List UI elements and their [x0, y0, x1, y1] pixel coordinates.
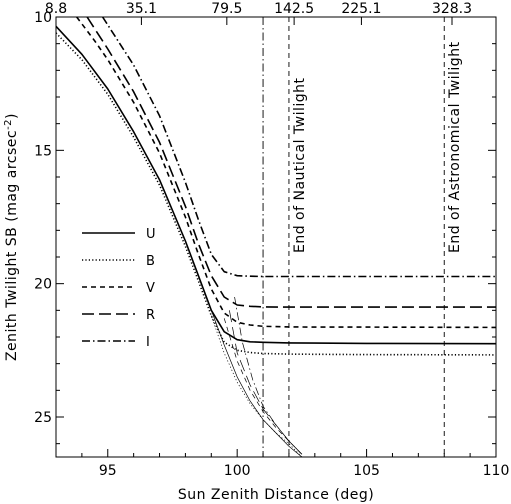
series-line-R [86, 17, 496, 308]
top-tick-label: 225.1 [341, 1, 381, 17]
x-tick-label: 110 [483, 463, 510, 479]
top-tick-label: 142.5 [274, 1, 314, 17]
x-tick-label: 95 [99, 463, 117, 479]
plot-frame [55, 16, 497, 458]
legend-label-U: U [146, 227, 156, 242]
series-line-B [56, 32, 496, 356]
series-faint-line-I [234, 296, 303, 455]
series-line-I [101, 17, 496, 278]
series-faint-line-V [223, 318, 303, 455]
y-axis-label-main: Zenith Twilight SB (mag arcsec [4, 130, 20, 361]
x-tick-label: 100 [224, 463, 251, 479]
legend-label-I: I [146, 335, 150, 350]
y-axis-label-close: ) [4, 113, 20, 119]
top-tick-label: 35.1 [126, 1, 157, 17]
y-tick-label: 20 [34, 277, 52, 293]
series-line-V [76, 17, 496, 329]
axis-ticks: 95 100 105 110 10 15 20 25 8.8 35.1 79.5 142.5 225.1… [34, 1, 509, 479]
twilight-marker-label: End of Astronomical Twilight [447, 41, 463, 253]
twilight-markers: End of Nautical Twilight End of Astronomi… [262, 17, 463, 457]
x-tick-label: 105 [353, 463, 380, 479]
top-tick-label: 8.8 [45, 1, 67, 17]
y-axis-label: Zenith Twilight SB (mag arcsec-2) [3, 113, 20, 361]
y-tick-label: 10 [34, 10, 52, 26]
twilight-marker-label: End of Nautical Twilight [292, 77, 308, 253]
series-line-U [56, 25, 496, 345]
top-tick-label: 79.5 [211, 1, 242, 17]
legend-label-V: V [146, 281, 155, 296]
y-tick-label: 15 [34, 143, 52, 159]
legend-label-B: B [146, 254, 155, 269]
series-lines [56, 17, 496, 457]
y-tick-label: 25 [34, 410, 52, 426]
x-axis-label: Sun Zenith Distance (deg) [178, 487, 374, 503]
top-tick-label: 328.3 [432, 1, 472, 17]
series-faint-line-B [210, 315, 303, 457]
legend-label-R: R [146, 308, 155, 323]
y-axis-label-sup: -2 [3, 119, 14, 130]
series-faint-line-U [210, 310, 303, 457]
